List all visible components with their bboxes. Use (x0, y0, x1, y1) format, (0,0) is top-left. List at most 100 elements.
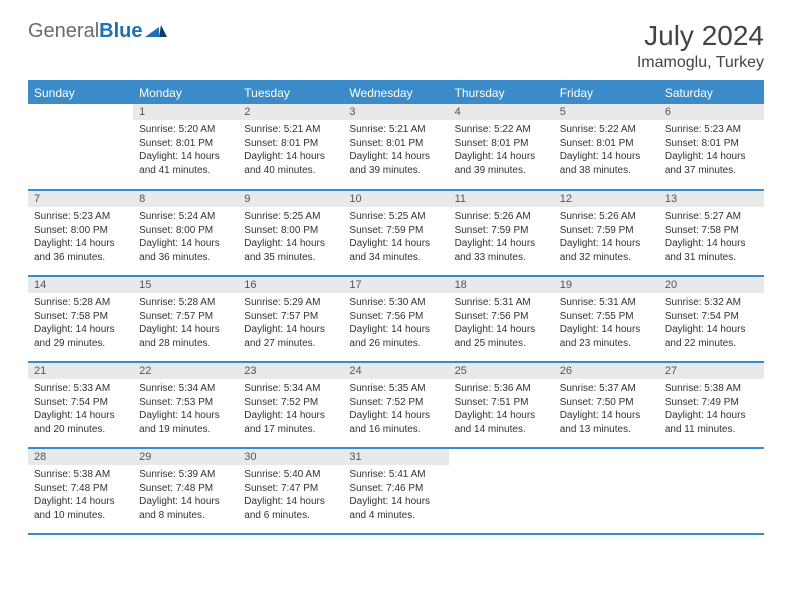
calendar-cell: 3Sunrise: 5:21 AMSunset: 8:01 PMDaylight… (343, 104, 448, 190)
sunset-line: Sunset: 7:55 PM (560, 310, 653, 324)
day-details: Sunrise: 5:26 AMSunset: 7:59 PMDaylight:… (554, 207, 659, 268)
calendar-cell: 6Sunrise: 5:23 AMSunset: 8:01 PMDaylight… (659, 104, 764, 190)
sunset-line: Sunset: 8:01 PM (349, 137, 442, 151)
day-number: 28 (28, 449, 133, 465)
daylight-line: Daylight: 14 hours and 34 minutes. (349, 237, 442, 264)
daylight-line: Daylight: 14 hours and 37 minutes. (665, 150, 758, 177)
sunrise-line: Sunrise: 5:33 AM (34, 382, 127, 396)
daylight-line: Daylight: 14 hours and 36 minutes. (139, 237, 232, 264)
calendar-cell: 29Sunrise: 5:39 AMSunset: 7:48 PMDayligh… (133, 448, 238, 534)
calendar-week-row: 28Sunrise: 5:38 AMSunset: 7:48 PMDayligh… (28, 448, 764, 534)
calendar-cell: 2Sunrise: 5:21 AMSunset: 8:01 PMDaylight… (238, 104, 343, 190)
day-number: 30 (238, 449, 343, 465)
day-header: Saturday (659, 81, 764, 104)
daylight-line: Daylight: 14 hours and 39 minutes. (455, 150, 548, 177)
sunrise-line: Sunrise: 5:28 AM (34, 296, 127, 310)
sunset-line: Sunset: 7:59 PM (560, 224, 653, 238)
day-number: 2 (238, 104, 343, 120)
daylight-line: Daylight: 14 hours and 25 minutes. (455, 323, 548, 350)
day-number: 17 (343, 277, 448, 293)
day-header: Sunday (28, 81, 133, 104)
daylight-line: Daylight: 14 hours and 4 minutes. (349, 495, 442, 522)
calendar-cell (554, 448, 659, 534)
sunset-line: Sunset: 7:46 PM (349, 482, 442, 496)
sunrise-line: Sunrise: 5:41 AM (349, 468, 442, 482)
sunrise-line: Sunrise: 5:31 AM (560, 296, 653, 310)
day-number-empty (554, 449, 659, 465)
calendar-cell: 14Sunrise: 5:28 AMSunset: 7:58 PMDayligh… (28, 276, 133, 362)
day-number: 31 (343, 449, 448, 465)
day-details: Sunrise: 5:22 AMSunset: 8:01 PMDaylight:… (554, 120, 659, 181)
sunset-line: Sunset: 7:53 PM (139, 396, 232, 410)
day-number: 16 (238, 277, 343, 293)
sunset-line: Sunset: 7:52 PM (244, 396, 337, 410)
calendar-cell: 30Sunrise: 5:40 AMSunset: 7:47 PMDayligh… (238, 448, 343, 534)
sunrise-line: Sunrise: 5:21 AM (349, 123, 442, 137)
calendar-cell: 11 Sunrise: 5:26 AMSunset: 7:59 PMDayligh… (449, 190, 554, 276)
day-number: 4 (449, 104, 554, 120)
day-details: Sunrise: 5:24 AMSunset: 8:00 PMDaylight:… (133, 207, 238, 268)
sunset-line: Sunset: 7:59 PM (455, 224, 548, 238)
calendar-cell: 9Sunrise: 5:25 AMSunset: 8:00 PMDaylight… (238, 190, 343, 276)
calendar-cell: 5Sunrise: 5:22 AMSunset: 8:01 PMDaylight… (554, 104, 659, 190)
sunrise-line: Sunrise: 5:26 AM (455, 210, 548, 224)
day-details: Sunrise: 5:27 AMSunset: 7:58 PMDaylight:… (659, 207, 764, 268)
sunset-line: Sunset: 7:58 PM (665, 224, 758, 238)
calendar-cell: 18Sunrise: 5:31 AMSunset: 7:56 PMDayligh… (449, 276, 554, 362)
day-number-empty (28, 104, 133, 120)
day-details: Sunrise: 5:37 AMSunset: 7:50 PMDaylight:… (554, 379, 659, 440)
calendar-cell: 26Sunrise: 5:37 AMSunset: 7:50 PMDayligh… (554, 362, 659, 448)
day-details: Sunrise: 5:40 AMSunset: 7:47 PMDaylight:… (238, 465, 343, 526)
calendar-cell: 25Sunrise: 5:36 AMSunset: 7:51 PMDayligh… (449, 362, 554, 448)
sunset-line: Sunset: 7:56 PM (349, 310, 442, 324)
sunrise-line: Sunrise: 5:24 AM (139, 210, 232, 224)
daylight-line: Daylight: 14 hours and 6 minutes. (244, 495, 337, 522)
day-number: 21 (28, 363, 133, 379)
day-number: 25 (449, 363, 554, 379)
daylight-line: Daylight: 14 hours and 17 minutes. (244, 409, 337, 436)
sunrise-line: Sunrise: 5:39 AM (139, 468, 232, 482)
sunset-line: Sunset: 7:49 PM (665, 396, 758, 410)
day-details: Sunrise: 5:23 AMSunset: 8:01 PMDaylight:… (659, 120, 764, 181)
sunrise-line: Sunrise: 5:35 AM (349, 382, 442, 396)
calendar-cell: 1Sunrise: 5:20 AMSunset: 8:01 PMDaylight… (133, 104, 238, 190)
day-number: 26 (554, 363, 659, 379)
day-number: 11 (449, 191, 554, 207)
day-number: 12 (554, 191, 659, 207)
daylight-line: Daylight: 14 hours and 33 minutes. (455, 237, 548, 264)
day-number: 29 (133, 449, 238, 465)
day-number-empty (659, 449, 764, 465)
day-details: Sunrise: 5:23 AMSunset: 8:00 PMDaylight:… (28, 207, 133, 268)
sunset-line: Sunset: 7:57 PM (139, 310, 232, 324)
daylight-line: Daylight: 14 hours and 31 minutes. (665, 237, 758, 264)
calendar-cell: 22Sunrise: 5:34 AMSunset: 7:53 PMDayligh… (133, 362, 238, 448)
sunrise-line: Sunrise: 5:22 AM (560, 123, 653, 137)
daylight-line: Daylight: 14 hours and 22 minutes. (665, 323, 758, 350)
daylight-line: Daylight: 14 hours and 32 minutes. (560, 237, 653, 264)
sunrise-line: Sunrise: 5:25 AM (244, 210, 337, 224)
calendar-cell: 31 Sunrise: 5:41 AMSunset: 7:46 PMDayligh… (343, 448, 448, 534)
daylight-line: Daylight: 14 hours and 38 minutes. (560, 150, 653, 177)
daylight-line: Daylight: 14 hours and 16 minutes. (349, 409, 442, 436)
daylight-line: Daylight: 14 hours and 11 minutes. (665, 409, 758, 436)
sunrise-line: Sunrise: 5:30 AM (349, 296, 442, 310)
logo-mark-icon (145, 20, 167, 43)
sunset-line: Sunset: 7:48 PM (139, 482, 232, 496)
calendar-cell: 8Sunrise: 5:24 AMSunset: 8:00 PMDaylight… (133, 190, 238, 276)
sunset-line: Sunset: 8:01 PM (665, 137, 758, 151)
day-details: Sunrise: 5:25 AMSunset: 8:00 PMDaylight:… (238, 207, 343, 268)
sunrise-line: Sunrise: 5:34 AM (244, 382, 337, 396)
calendar-cell: 28Sunrise: 5:38 AMSunset: 7:48 PMDayligh… (28, 448, 133, 534)
sunrise-line: Sunrise: 5:23 AM (665, 123, 758, 137)
day-details: Sunrise: 5:20 AMSunset: 8:01 PMDaylight:… (133, 120, 238, 181)
sunset-line: Sunset: 7:52 PM (349, 396, 442, 410)
sunset-line: Sunset: 7:58 PM (34, 310, 127, 324)
day-number: 19 (554, 277, 659, 293)
daylight-line: Daylight: 14 hours and 28 minutes. (139, 323, 232, 350)
sunset-line: Sunset: 7:56 PM (455, 310, 548, 324)
day-details: Sunrise: 5:34 AMSunset: 7:52 PMDaylight:… (238, 379, 343, 440)
sunrise-line: Sunrise: 5:37 AM (560, 382, 653, 396)
day-number: 9 (238, 191, 343, 207)
sunset-line: Sunset: 7:48 PM (34, 482, 127, 496)
sunrise-line: Sunrise: 5:25 AM (349, 210, 442, 224)
